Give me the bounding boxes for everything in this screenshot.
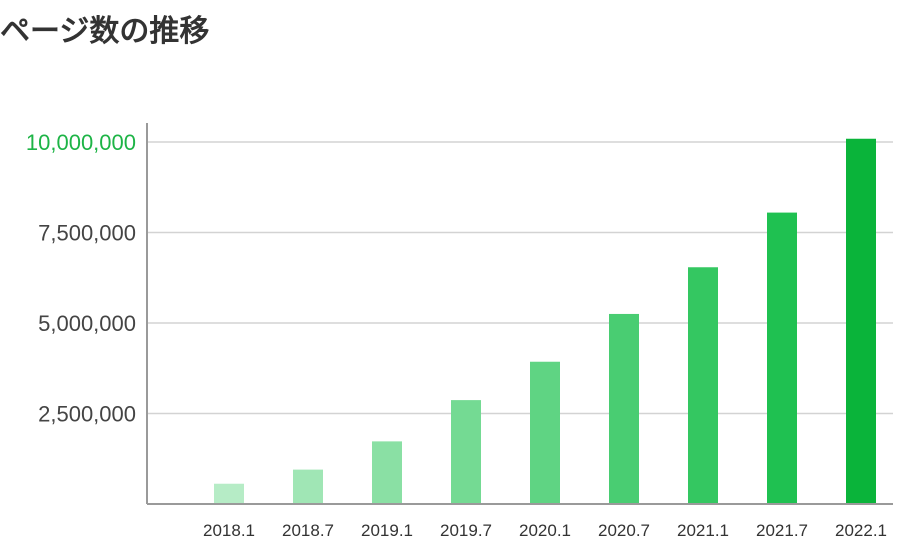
bar <box>767 212 797 504</box>
bar <box>372 441 402 504</box>
x-tick-label: 2019.7 <box>440 521 492 540</box>
x-tick-label: 2019.1 <box>361 521 413 540</box>
y-tick-label: 2,500,000 <box>38 402 136 427</box>
y-tick-label: 10,000,000 <box>26 130 136 155</box>
y-tick-label: 7,500,000 <box>38 221 136 246</box>
x-tick-label: 2020.1 <box>519 521 571 540</box>
bar <box>609 313 639 504</box>
x-tick-label: 2021.1 <box>677 521 729 540</box>
x-axis-tick-labels: 2018.1 2018.7 2019.1 2019.7 2020.1 2020.7 2021… <box>203 521 887 540</box>
bars <box>214 138 876 504</box>
x-tick-label: 2018.1 <box>203 521 255 540</box>
y-axis-tick-labels: 2,500,000 5,000,000 7,500,000 10,000,000 <box>26 130 136 427</box>
bar <box>688 267 718 504</box>
x-tick-label: 2021.7 <box>756 521 808 540</box>
chart-title: ページ数の推移 <box>0 14 210 49</box>
bar <box>451 400 481 504</box>
bar <box>530 361 560 504</box>
x-tick-label: 2018.7 <box>282 521 334 540</box>
bar <box>293 469 323 504</box>
x-tick-label: 2022.1 <box>835 521 887 540</box>
bar <box>846 138 876 504</box>
bar <box>214 483 244 504</box>
x-tick-label: 2020.7 <box>598 521 650 540</box>
y-tick-label: 5,000,000 <box>38 311 136 336</box>
